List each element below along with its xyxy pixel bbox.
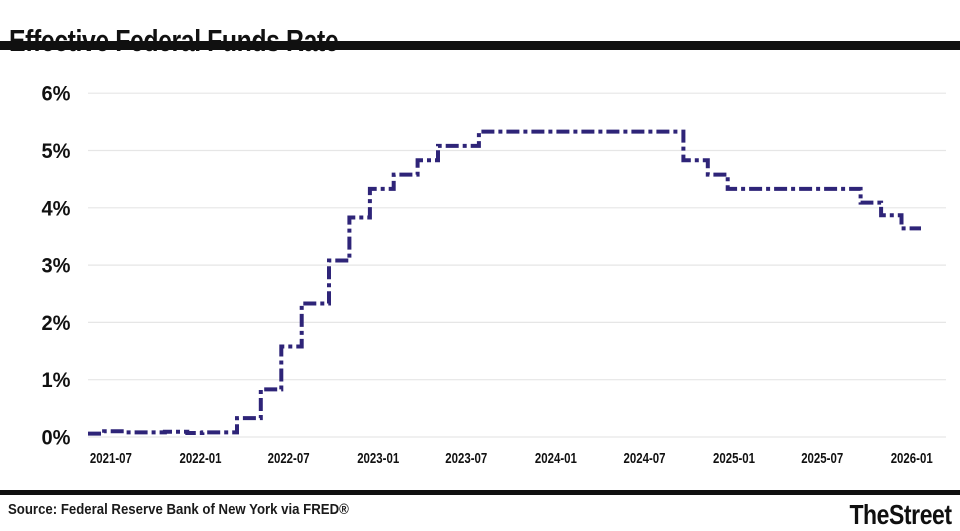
y-axis-label-0%: 0% (42, 427, 71, 450)
source-credit: Source: Federal Reserve Bank of New York… (8, 501, 349, 518)
chart-title: Effective Federal Funds Rate (9, 23, 339, 59)
x-axis-label-2024-07: 2024-07 (624, 450, 666, 467)
x-axis-label-2022-01: 2022-01 (180, 450, 222, 467)
x-axis-label-2025-07: 2025-07 (801, 450, 843, 467)
y-axis-label-2%: 2% (42, 312, 71, 335)
y-axis-label-6%: 6% (42, 83, 71, 106)
rate-step-chart: 0% 1% 2% 3% 4% 5% 6% 2021-07 2022-01 2022-07 2023-… (42, 83, 946, 467)
x-axis-label-2025-01: 2025-01 (713, 450, 755, 467)
y-axis-label-3%: 3% (42, 255, 71, 278)
x-axis-label-2023-07: 2023-07 (445, 450, 487, 467)
plot-area: 0% 1% 2% 3% 4% 5% 6% 2021-07 2022-01 2022-07 2023-… (0, 50, 960, 482)
y-axis-label-5%: 5% (42, 140, 71, 163)
rate-line-path (88, 129, 921, 436)
y-axis-label-1%: 1% (42, 369, 71, 392)
y-axis-label-4%: 4% (42, 197, 71, 220)
brand-logo: TheStreet (849, 499, 953, 530)
footer-rule (0, 490, 960, 495)
x-axis-label-2023-01: 2023-01 (357, 450, 399, 467)
x-axis-label-2022-07: 2022-07 (268, 450, 310, 467)
title-rule (0, 41, 960, 50)
x-axis-label-2021-07: 2021-07 (90, 450, 132, 467)
x-axis-label-2024-01: 2024-01 (535, 450, 577, 467)
x-axis-label-2026-01: 2026-01 (891, 450, 933, 467)
